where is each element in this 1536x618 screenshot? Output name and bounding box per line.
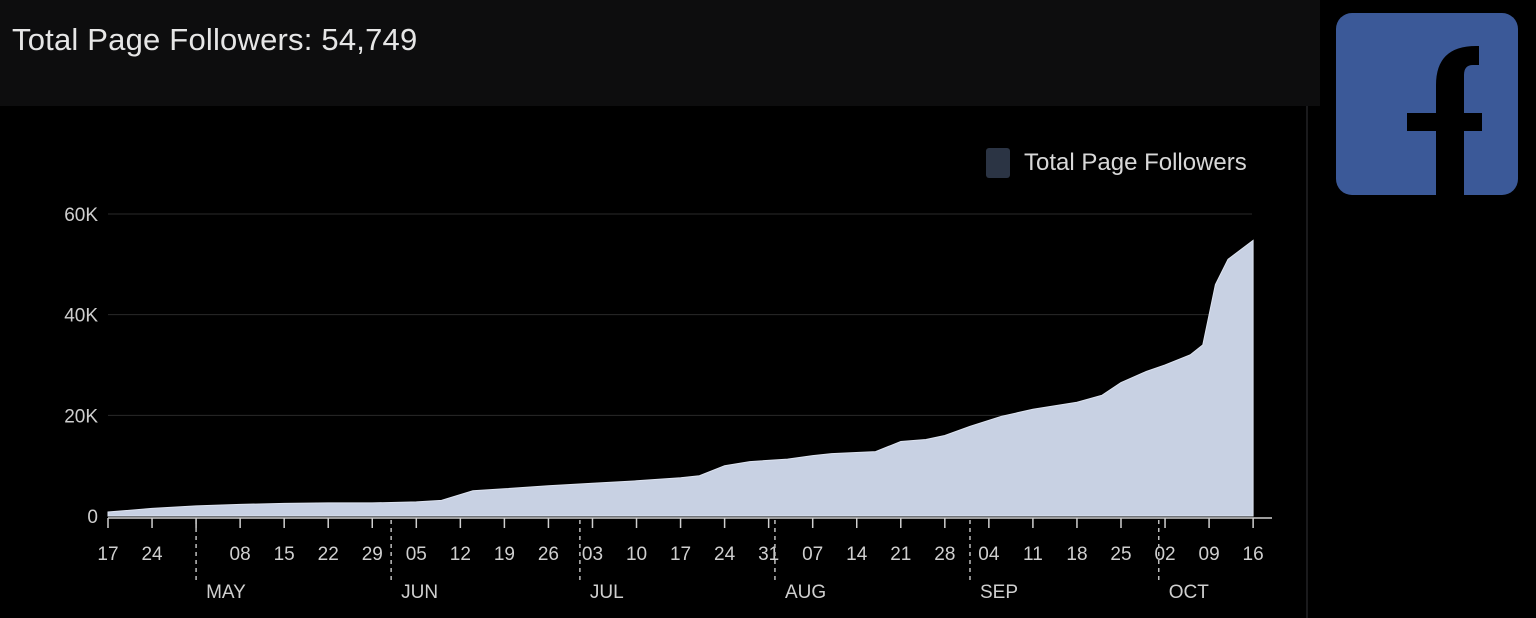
month-label: AUG bbox=[785, 582, 826, 603]
x-tick-label: 22 bbox=[318, 544, 339, 565]
x-tick-label: 16 bbox=[1243, 544, 1264, 565]
x-tick-label: 26 bbox=[538, 544, 559, 565]
x-tick-label: 17 bbox=[670, 544, 691, 565]
page-title: Total Page Followers: 54,749 bbox=[12, 22, 418, 57]
x-tick-label: 31 bbox=[758, 544, 779, 565]
month-label: MAY bbox=[206, 582, 246, 603]
header-bar: Total Page Followers: 54,749 bbox=[0, 0, 1320, 106]
x-tick-label: 29 bbox=[362, 544, 383, 565]
x-tick-label: 14 bbox=[846, 544, 868, 565]
y-tick-label: 40K bbox=[64, 306, 98, 327]
x-tick-label: 03 bbox=[582, 544, 603, 565]
x-tick-label: 19 bbox=[494, 544, 515, 565]
series-area bbox=[107, 239, 1254, 517]
legend-label: Total Page Followers bbox=[1024, 149, 1247, 176]
panel-divider bbox=[1306, 106, 1308, 618]
x-tick-label: 15 bbox=[274, 544, 295, 565]
x-tick-label: 28 bbox=[934, 544, 955, 565]
x-tick-label: 24 bbox=[714, 544, 736, 565]
x-tick-label: 10 bbox=[626, 544, 647, 565]
month-label: JUN bbox=[401, 582, 438, 603]
x-tick-label: 11 bbox=[1023, 544, 1043, 565]
x-tick-label: 24 bbox=[141, 544, 163, 565]
y-tick-label: 60K bbox=[64, 205, 98, 226]
x-tick-label: 21 bbox=[890, 544, 911, 565]
chart-legend: Total Page Followers bbox=[986, 148, 1247, 178]
y-tick-label: 20K bbox=[64, 406, 98, 427]
legend-swatch bbox=[986, 148, 1010, 178]
month-label: OCT bbox=[1169, 582, 1210, 603]
x-tick-label: 18 bbox=[1066, 544, 1087, 565]
x-tick-label: 25 bbox=[1110, 544, 1131, 565]
x-tick-label: 04 bbox=[978, 544, 1000, 565]
facebook-logo-icon bbox=[1336, 13, 1518, 195]
month-label: JUL bbox=[590, 582, 624, 603]
x-tick-label: 08 bbox=[230, 544, 251, 565]
month-label: SEP bbox=[980, 582, 1018, 603]
y-tick-label: 0 bbox=[87, 507, 98, 528]
x-tick-label: 05 bbox=[406, 544, 427, 565]
x-tick-label: 09 bbox=[1199, 544, 1220, 565]
x-tick-label: 17 bbox=[97, 544, 118, 565]
x-tick-label: 07 bbox=[802, 544, 823, 565]
x-tick-label: 02 bbox=[1154, 544, 1175, 565]
x-tick-label: 12 bbox=[450, 544, 471, 565]
